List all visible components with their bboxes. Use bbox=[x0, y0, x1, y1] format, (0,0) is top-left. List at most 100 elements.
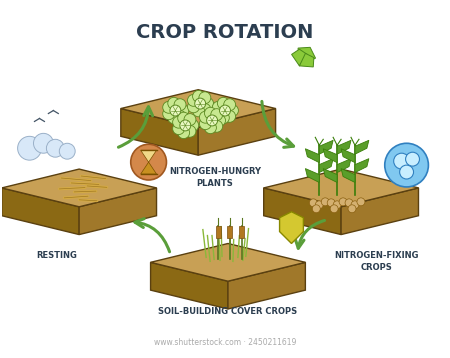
Bar bbox=[216, 226, 220, 238]
Circle shape bbox=[178, 112, 189, 124]
Polygon shape bbox=[2, 169, 157, 207]
Circle shape bbox=[170, 105, 181, 116]
Circle shape bbox=[188, 95, 199, 106]
Polygon shape bbox=[319, 140, 333, 154]
Circle shape bbox=[339, 198, 347, 206]
Polygon shape bbox=[323, 169, 337, 183]
Circle shape bbox=[394, 153, 410, 169]
Polygon shape bbox=[151, 262, 228, 309]
Circle shape bbox=[333, 201, 341, 209]
Circle shape bbox=[18, 136, 41, 160]
Polygon shape bbox=[337, 159, 351, 173]
Text: NITROGEN-HUNGRY
PLANTS: NITROGEN-HUNGRY PLANTS bbox=[169, 167, 261, 188]
Text: CROP ROTATION: CROP ROTATION bbox=[136, 23, 314, 42]
Circle shape bbox=[187, 120, 199, 131]
Circle shape bbox=[348, 205, 356, 213]
Circle shape bbox=[211, 109, 223, 121]
Circle shape bbox=[212, 108, 224, 120]
Circle shape bbox=[199, 111, 211, 123]
Polygon shape bbox=[264, 188, 341, 234]
Circle shape bbox=[405, 152, 419, 166]
Circle shape bbox=[168, 97, 180, 109]
Circle shape bbox=[315, 201, 323, 209]
Polygon shape bbox=[121, 90, 275, 127]
Polygon shape bbox=[323, 149, 337, 163]
Polygon shape bbox=[151, 243, 306, 281]
Circle shape bbox=[224, 99, 236, 111]
Polygon shape bbox=[306, 149, 319, 163]
Circle shape bbox=[163, 101, 175, 113]
Text: www.shutterstock.com · 2450211619: www.shutterstock.com · 2450211619 bbox=[154, 338, 296, 347]
Polygon shape bbox=[264, 169, 418, 207]
Circle shape bbox=[173, 116, 184, 128]
Polygon shape bbox=[341, 169, 355, 183]
Circle shape bbox=[226, 105, 238, 116]
Bar bbox=[228, 226, 233, 238]
Polygon shape bbox=[2, 188, 79, 234]
Polygon shape bbox=[355, 140, 369, 154]
Circle shape bbox=[131, 144, 166, 180]
Circle shape bbox=[351, 201, 359, 209]
Circle shape bbox=[309, 199, 317, 207]
Circle shape bbox=[184, 125, 196, 137]
Text: SOIL-BUILDING COVER CROPS: SOIL-BUILDING COVER CROPS bbox=[158, 307, 297, 316]
Circle shape bbox=[385, 143, 428, 187]
Circle shape bbox=[345, 199, 353, 207]
Circle shape bbox=[217, 112, 230, 124]
Circle shape bbox=[193, 90, 204, 102]
Circle shape bbox=[184, 113, 196, 126]
Polygon shape bbox=[306, 169, 319, 183]
Circle shape bbox=[212, 101, 224, 113]
Circle shape bbox=[214, 115, 225, 126]
Circle shape bbox=[312, 205, 320, 213]
Circle shape bbox=[211, 120, 223, 132]
Circle shape bbox=[330, 205, 338, 213]
Polygon shape bbox=[121, 108, 198, 155]
Circle shape bbox=[220, 105, 230, 116]
Polygon shape bbox=[228, 262, 306, 309]
Polygon shape bbox=[198, 108, 275, 155]
Circle shape bbox=[193, 105, 204, 117]
Circle shape bbox=[177, 105, 189, 116]
Polygon shape bbox=[319, 159, 333, 173]
Polygon shape bbox=[79, 188, 157, 234]
Circle shape bbox=[174, 99, 186, 111]
Circle shape bbox=[204, 107, 216, 119]
Polygon shape bbox=[355, 159, 369, 173]
Polygon shape bbox=[299, 53, 314, 67]
Circle shape bbox=[180, 120, 191, 131]
Circle shape bbox=[163, 108, 175, 120]
Circle shape bbox=[400, 165, 414, 179]
Circle shape bbox=[199, 92, 211, 104]
Circle shape bbox=[188, 101, 199, 113]
Circle shape bbox=[202, 98, 214, 110]
Bar bbox=[239, 226, 244, 238]
Circle shape bbox=[204, 122, 216, 134]
Polygon shape bbox=[141, 150, 157, 162]
Circle shape bbox=[178, 127, 189, 139]
Polygon shape bbox=[337, 140, 351, 154]
Polygon shape bbox=[298, 47, 315, 66]
Circle shape bbox=[33, 134, 54, 153]
Circle shape bbox=[174, 110, 186, 122]
Text: RESTING: RESTING bbox=[36, 251, 77, 260]
Circle shape bbox=[327, 199, 335, 207]
Circle shape bbox=[199, 103, 211, 115]
Circle shape bbox=[357, 198, 365, 206]
Circle shape bbox=[46, 139, 64, 157]
Circle shape bbox=[207, 115, 217, 126]
Polygon shape bbox=[279, 212, 303, 243]
Circle shape bbox=[195, 98, 206, 109]
Circle shape bbox=[199, 118, 211, 130]
Polygon shape bbox=[141, 162, 157, 174]
Polygon shape bbox=[341, 149, 355, 163]
Circle shape bbox=[173, 123, 184, 135]
Circle shape bbox=[217, 97, 230, 109]
Circle shape bbox=[321, 198, 329, 206]
Polygon shape bbox=[292, 49, 307, 66]
Circle shape bbox=[224, 110, 236, 122]
Polygon shape bbox=[341, 188, 419, 234]
Circle shape bbox=[59, 143, 75, 159]
Text: NITROGEN-FIXING
CROPS: NITROGEN-FIXING CROPS bbox=[334, 251, 419, 272]
Circle shape bbox=[168, 112, 180, 124]
